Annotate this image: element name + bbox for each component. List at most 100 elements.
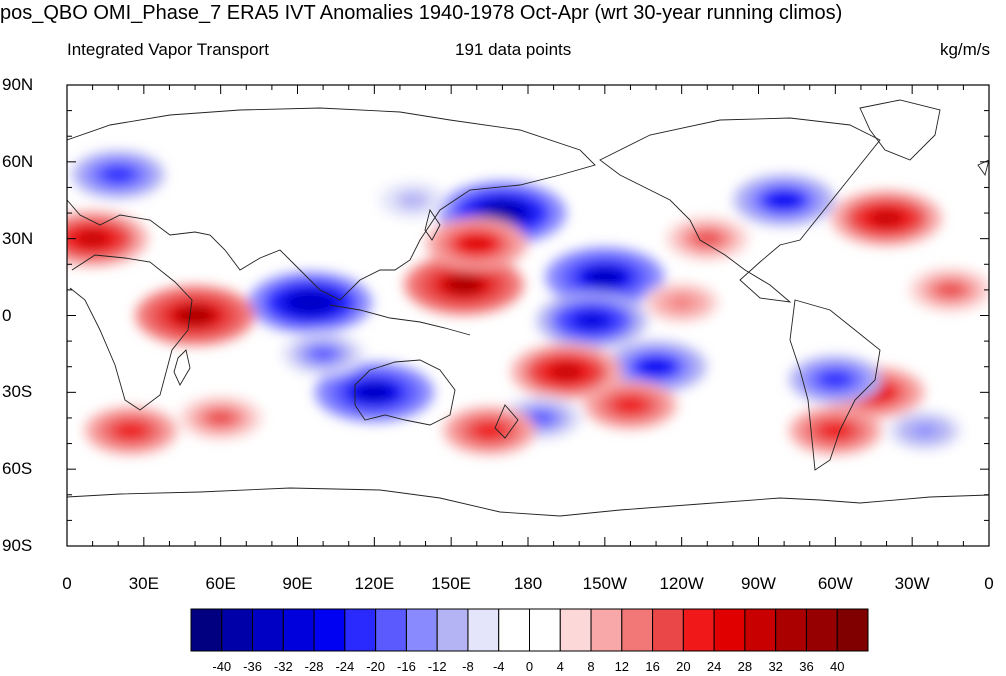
colorbar-level-label: 8	[587, 659, 595, 674]
latitude-label: 90S	[2, 536, 33, 555]
colorbar-level-label: 20	[676, 659, 691, 674]
colorbar-level-label: -36	[243, 659, 262, 674]
colorbar-level-label: 4	[556, 659, 564, 674]
anomaly-blob	[694, 232, 720, 246]
colorbar-swatch	[713, 608, 746, 652]
anomaly-blob	[640, 358, 672, 375]
anomaly-blob	[461, 235, 493, 252]
colorbar-swatch	[221, 608, 254, 652]
colorbar-swatch	[590, 608, 623, 652]
latitude-label: 60N	[2, 151, 34, 171]
anomaly-blob	[768, 192, 800, 209]
longitude-label: 150W	[582, 574, 628, 593]
longitude-label: 30E	[128, 574, 159, 593]
colorbar-swatch	[652, 608, 684, 652]
coastline-japan	[424, 208, 441, 241]
coastlines	[67, 99, 989, 517]
latitude-label: 30S	[2, 382, 33, 402]
anomaly-blob	[549, 363, 583, 381]
latitude-label: 30N	[2, 228, 34, 248]
anomaly-blob	[821, 372, 850, 387]
colorbar-level-label: -8	[462, 659, 474, 674]
colorbar-swatch	[467, 608, 500, 652]
colorbar-level-label: -24	[335, 659, 355, 674]
anomaly-blob	[913, 424, 937, 437]
coastline-north-america	[599, 117, 881, 303]
colorbar-swatch	[498, 608, 530, 652]
latitude-label: 90N	[2, 75, 34, 94]
latitude-label: 0	[2, 305, 12, 325]
anomaly-blob	[117, 423, 145, 438]
colorbar-level-label: 0	[525, 659, 534, 674]
colorbar-swatch	[805, 608, 838, 652]
coastline-madagascar	[173, 349, 191, 386]
colorbar-level-label: -12	[427, 659, 447, 674]
coastline-antarctica	[67, 487, 989, 517]
colorbar-level-label: -32	[273, 659, 293, 674]
colorbar	[190, 608, 869, 652]
anomaly-blob	[575, 312, 609, 330]
anomaly-blob	[177, 306, 213, 325]
colorbar-swatch	[559, 608, 592, 652]
longitude-label: 60E	[205, 574, 236, 593]
colorbar-level-label: -40	[212, 659, 232, 674]
colorbar-level-label: 28	[737, 659, 753, 674]
anomaly-blob	[616, 397, 645, 413]
longitude-label: 0	[984, 574, 994, 593]
colorbar-swatch	[405, 608, 438, 652]
colorbar-swatch	[313, 608, 346, 652]
longitude-label: 30W	[894, 574, 930, 593]
coastline-south-america	[789, 299, 881, 471]
colorbar-swatch	[282, 608, 315, 652]
sample-count-label: 191 data points	[455, 40, 572, 59]
colorbar-swatch	[836, 608, 869, 652]
colorbar-level-label: 40	[829, 659, 845, 674]
anomaly-blob	[76, 230, 110, 248]
anomaly-blob	[475, 423, 504, 438]
colorbar-swatch	[252, 608, 284, 652]
colorbar-swatch	[436, 608, 469, 652]
colorbar-swatch	[621, 608, 654, 652]
colorbar-swatch	[190, 608, 223, 652]
longitude-label: 180	[513, 574, 543, 593]
longitude-label: 150E	[431, 574, 472, 593]
chart-title: pos_QBO OMI_Phase_7 ERA5 IVT Anomalies 1…	[0, 2, 843, 24]
anomaly-blob	[446, 275, 482, 294]
anomaly-blob	[528, 411, 554, 425]
coastline-new-zealand	[494, 404, 519, 439]
colorbar-level-label: -16	[397, 659, 416, 674]
colorbar-level-label: 16	[645, 659, 660, 674]
anomaly-blob	[821, 423, 850, 438]
anomaly-blob	[104, 167, 133, 182]
units-label: kg/m/s	[939, 40, 990, 59]
colorbar-level-label: 32	[768, 659, 783, 674]
coastline-indonesia	[329, 304, 471, 336]
anomaly-blob	[869, 209, 904, 227]
coastline-africa	[69, 254, 193, 411]
coastline-greenland	[859, 99, 941, 161]
coastline-australia	[354, 359, 456, 426]
anomaly-field	[67, 150, 989, 455]
colorbar-level-label: 12	[614, 659, 630, 674]
colorbar-swatch	[775, 608, 807, 652]
longitude-label: 0	[62, 574, 72, 593]
variable-label: Integrated Vapor Transport	[67, 40, 269, 59]
colorbar-level-label: -28	[304, 659, 324, 674]
longitude-label: 120E	[354, 574, 395, 593]
colorbar-swatch	[682, 608, 715, 652]
colorbar-level-label: 36	[799, 659, 814, 674]
colorbar-swatch	[744, 608, 777, 652]
colorbar-level-label: 24	[706, 659, 722, 674]
colorbar-swatch	[375, 608, 407, 652]
anomaly-blob	[670, 296, 693, 309]
colorbar-level-label: -20	[366, 659, 386, 674]
anomaly-blob	[208, 411, 234, 425]
colorbar-swatch	[529, 608, 561, 652]
axis-ticks	[66, 84, 990, 547]
anomaly-blob	[356, 383, 393, 402]
longitude-label: 90E	[282, 574, 313, 593]
coastline-eurasia	[67, 107, 596, 301]
anomaly-blob	[937, 283, 964, 297]
longitude-label: 90W	[741, 574, 776, 593]
